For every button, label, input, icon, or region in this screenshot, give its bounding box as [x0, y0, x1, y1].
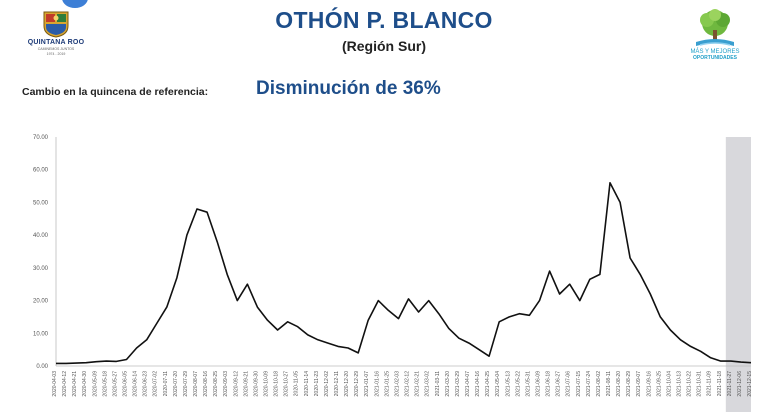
y-tick-label: 10.00: [33, 331, 49, 337]
reference-period-band: [725, 137, 751, 412]
x-tick-label: 2020-10-09: [264, 371, 270, 397]
state-motto: CAMINEMOS JUNTOS: [37, 47, 75, 51]
x-tick-label: 2020-06-05: [123, 371, 129, 397]
x-tick-label: 2020-06-23: [143, 371, 149, 397]
x-tick-label: 2021-08-11: [606, 371, 612, 396]
x-tick-label: 2020-09-03: [223, 371, 229, 397]
mas-oportunidades-logo: MÁS Y MEJORES OPORTUNIDADES: [684, 8, 746, 61]
x-tick-label: 2020-07-11: [163, 371, 169, 396]
x-tick-label: 2021-09-16: [646, 371, 652, 397]
x-tick-label: 2021-03-02: [425, 371, 431, 397]
series-line: [56, 182, 752, 365]
x-tick-label: 2021-02-03: [394, 371, 400, 397]
y-tick-label: 40.00: [33, 233, 49, 239]
x-tick-label: 2020-10-27: [284, 371, 290, 397]
x-tick-label: 2020-08-07: [193, 371, 199, 397]
x-tick-label: 2021-04-16: [475, 371, 481, 397]
x-tick-label: 2021-01-16: [374, 371, 380, 397]
x-tick-label: 2021-10-13: [676, 371, 682, 397]
x-tick-label: 2021-05-04: [495, 371, 501, 397]
x-tick-label: 2021-01-07: [364, 371, 370, 397]
x-tick-label: 2020-12-29: [354, 371, 360, 397]
x-tick-label: 2020-07-29: [183, 371, 189, 397]
slogan-line-2: OPORTUNIDADES: [693, 55, 737, 61]
x-tick-label: 2021-03-11: [435, 371, 441, 396]
y-tick-label: 30.00: [33, 266, 49, 272]
change-label: Cambio en la quincena de referencia:: [22, 86, 209, 98]
x-tick-label: 2020-05-18: [102, 371, 108, 397]
x-tick-label: 2021-03-20: [445, 371, 451, 397]
x-tick-label: 2020-07-02: [153, 371, 159, 397]
y-tick-label: 70.00: [33, 135, 49, 141]
x-tick-label: 2021-01-25: [384, 371, 390, 397]
x-tick-label: 2021-05-22: [515, 371, 521, 397]
x-tick-label: 2020-05-09: [92, 371, 98, 397]
x-tick-label: 2020-11-14: [304, 371, 310, 396]
y-tick-label: 20.00: [33, 299, 49, 305]
x-tick-label: 2021-07-24: [586, 371, 592, 397]
x-tick-label: 2021-08-29: [626, 371, 632, 397]
x-tick-label: 2021-12-15: [747, 371, 753, 397]
x-tick-label: 2021-07-06: [566, 371, 572, 397]
page-subtitle: (Región Sur): [342, 38, 426, 54]
x-tick-label: 2020-12-11: [334, 371, 340, 396]
x-tick-label: 2021-06-18: [546, 371, 552, 397]
x-tick-label: 2021-10-22: [687, 371, 693, 397]
app-corner-button[interactable]: [62, 0, 88, 8]
x-tick-label: 2020-06-14: [133, 371, 139, 397]
x-tick-label: 2021-11-09: [707, 371, 713, 396]
x-tick-label: 2021-02-21: [415, 371, 421, 397]
tree-logo-icon: [696, 9, 734, 46]
state-crest-icon: [43, 11, 69, 38]
x-tick-label: 2020-09-30: [253, 371, 259, 397]
y-tick-label: 0.00: [36, 364, 48, 370]
x-tick-label: 2020-04-03: [52, 371, 58, 397]
x-tick-label: 2021-06-27: [556, 371, 562, 397]
x-tick-label: 2021-04-07: [465, 371, 471, 397]
x-tick-label: 2020-04-12: [62, 371, 68, 397]
x-tick-label: 2021-08-20: [616, 371, 622, 397]
x-tick-label: 2021-05-31: [525, 371, 531, 397]
x-tick-label: 2021-09-25: [656, 371, 662, 397]
y-tick-label: 50.00: [33, 200, 49, 206]
x-tick-label: 2020-09-12: [233, 371, 239, 397]
x-tick-label: 2020-08-25: [213, 371, 219, 397]
x-tick-label: 2020-11-23: [314, 371, 320, 396]
x-tick-label: 2021-07-15: [576, 371, 582, 397]
x-tick-label: 2021-06-09: [535, 371, 541, 397]
state-years: 1974 - 2019: [46, 52, 66, 56]
y-tick-label: 60.00: [33, 168, 49, 174]
x-tick-label: 2021-05-13: [505, 371, 511, 397]
x-tick-label: 2021-10-04: [666, 371, 672, 397]
change-value: Disminución de 36%: [256, 78, 441, 99]
x-tick-label: 2021-11-27: [727, 371, 733, 396]
slogan-line-1: MÁS Y MEJORES: [690, 49, 740, 55]
x-tick-label: 2020-12-20: [344, 371, 350, 397]
x-tick-label: 2020-04-21: [72, 371, 78, 397]
x-tick-label: 2021-08-02: [596, 371, 602, 397]
x-tick-label: 2020-04-30: [82, 371, 88, 397]
x-tick-label: 2020-05-27: [112, 371, 118, 397]
x-tick-label: 2021-04-25: [485, 371, 491, 397]
x-tick-label: 2020-07-20: [173, 371, 179, 397]
page-title: OTHÓN P. BLANCO: [275, 7, 493, 33]
x-tick-label: 2021-12-06: [737, 371, 743, 397]
x-tick-label: 2020-09-21: [243, 371, 249, 397]
x-tick-labels: 2020-04-03 2020-04-12 2020-04-21 2020-04-30…: [52, 371, 753, 397]
x-tick-label: 2020-10-18: [274, 371, 280, 397]
x-tick-label: 2021-02-12: [405, 371, 411, 397]
x-tick-label: 2021-10-31: [697, 371, 703, 397]
x-tick-label: 2021-09-07: [636, 371, 642, 397]
x-tick-label: 2020-08-16: [203, 371, 209, 397]
quintana-roo-logo: QUINTANA ROO CAMINEMOS JUNTOS 1974 - 201…: [24, 10, 88, 56]
y-tick-labels: 0.00 10.00 20.00 30.00 40.00 50.00 60.00 70.00: [33, 135, 49, 370]
x-tick-label: 2020-11-05: [294, 371, 300, 396]
x-tick-label: 2021-11-18: [717, 371, 723, 396]
state-name: QUINTANA ROO: [27, 39, 85, 46]
x-tick-label: 2020-12-02: [324, 371, 330, 397]
x-tick-label: 2021-03-29: [455, 371, 461, 397]
